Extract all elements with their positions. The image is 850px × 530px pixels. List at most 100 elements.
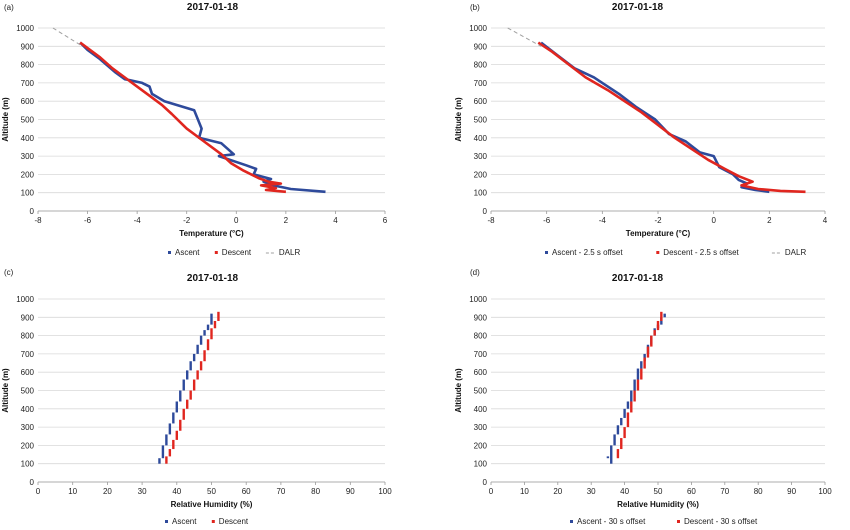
series-line-descent-2-5-s-offset	[537, 41, 806, 194]
x-tick-label: 0	[711, 216, 716, 225]
y-tick-label: 900	[474, 313, 488, 322]
x-tick-label: 60	[242, 487, 251, 496]
y-tick-label: 0	[30, 207, 35, 216]
x-tick-label: 6	[383, 216, 388, 225]
y-tick-label: 800	[474, 61, 488, 70]
chart-b-svg: 0 100 200 300 400 500 600 700 800 900 1000 -8 -6 -4 -2…	[454, 24, 828, 257]
y-tick-label: 400	[21, 405, 35, 414]
x-tick-label: 4	[333, 216, 338, 225]
y-tick-label: 500	[21, 116, 35, 125]
legend-entry: Ascent - 30 s offset	[577, 517, 646, 526]
y-tick-label: 1000	[469, 295, 487, 304]
x-tick-label: 40	[172, 487, 181, 496]
y-tick-label: 200	[474, 170, 488, 179]
panel-label: (c)	[4, 268, 14, 277]
y-tick-label: 1000	[469, 24, 487, 33]
y-tick-label: 100	[21, 189, 35, 198]
legend-marker	[168, 251, 171, 254]
legend-marker	[211, 520, 215, 523]
x-tick-label: 90	[346, 487, 355, 496]
y-tick-label: 400	[474, 134, 488, 143]
y-axis-label: Altitude (m)	[1, 97, 10, 142]
x-tick-label: 70	[276, 487, 285, 496]
x-tick-label: -2	[654, 216, 662, 225]
x-tick-label: 0	[489, 487, 494, 496]
y-tick-label: 700	[474, 350, 488, 359]
chart-title: 2017-01-18	[186, 273, 239, 284]
y-tick-label: 100	[474, 189, 488, 198]
chart-title: 2017-01-18	[611, 273, 664, 284]
y-axis-label: Altitude (m)	[454, 97, 463, 142]
chart-panel-a: (a) 2017-01-18 0 100 200 300 400 500 600 700 800…	[0, 0, 425, 265]
x-tick-label: 0	[36, 487, 41, 496]
y-tick-label: 700	[21, 79, 35, 88]
chart-c-svg: 0 100 200 300 400 500 600 700 800 900 1000 0 10 20 30 4…	[1, 295, 392, 526]
chart-panel-b: (b) 2017-01-18 0 100 200 300 400 500 600 700 800…	[425, 0, 850, 265]
x-tick-label: -8	[487, 216, 495, 225]
y-tick-label: 500	[474, 387, 488, 396]
x-tick-label: -4	[599, 216, 607, 225]
chart-a-svg: 0 100 200 300 400 500 600 700 800 900 1000 -8 -6 -4 -2…	[1, 24, 388, 257]
x-tick-label: 80	[311, 487, 320, 496]
y-tick-label: 500	[474, 116, 488, 125]
x-tick-label: 2	[767, 216, 772, 225]
series-line-ascent	[79, 41, 326, 194]
y-axis-label: Altitude (m)	[454, 368, 463, 413]
x-tick-label: 30	[138, 487, 147, 496]
x-tick-label: 60	[687, 487, 696, 496]
y-tick-label: 200	[21, 441, 35, 450]
panel-label: (b)	[470, 3, 480, 12]
x-tick-label: 80	[754, 487, 763, 496]
series-line-descent	[79, 41, 287, 194]
chart-d-svg: 0 100 200 300 400 500 600 700 800 900 1000 0 10 20 30 4…	[454, 295, 832, 526]
y-tick-label: 300	[474, 423, 488, 432]
x-tick-label: -4	[134, 216, 142, 225]
x-axis-label: Temperature (°C)	[179, 229, 244, 238]
x-tick-label: 2	[284, 216, 289, 225]
chart-title: 2017-01-18	[611, 2, 664, 13]
y-tick-label: 500	[21, 387, 35, 396]
y-tick-label: 800	[21, 332, 35, 341]
y-tick-label: 600	[474, 368, 488, 377]
legend-entry: DALR	[279, 248, 301, 257]
chart-panel-d: (d) 2017-01-18 0 100 200 300 400 500 600 700 800…	[425, 265, 850, 530]
y-tick-label: 400	[474, 405, 488, 414]
y-tick-label: 900	[474, 42, 488, 51]
y-tick-label: 600	[21, 368, 35, 377]
x-tick-label: -6	[84, 216, 92, 225]
y-tick-label: 0	[30, 478, 35, 487]
x-tick-label: 0	[234, 216, 239, 225]
y-tick-label: 600	[21, 97, 35, 106]
x-tick-label: 4	[823, 216, 828, 225]
x-tick-label: -2	[183, 216, 191, 225]
x-tick-label: 100	[378, 487, 392, 496]
panel-label: (a)	[4, 3, 14, 12]
legend-entry: Ascent - 2.5 s offset	[552, 248, 623, 257]
x-tick-label: 20	[553, 487, 562, 496]
legend-marker	[545, 251, 548, 254]
x-tick-label: 10	[68, 487, 77, 496]
y-tick-label: 600	[474, 97, 488, 106]
y-tick-label: 0	[483, 478, 488, 487]
x-tick-label: -6	[543, 216, 551, 225]
legend-entry: Descent - 30 s offset	[684, 517, 758, 526]
legend-marker	[214, 251, 218, 254]
legend-entry: Descent	[219, 517, 249, 526]
legend-entry: Ascent	[172, 517, 197, 526]
y-tick-label: 800	[21, 61, 35, 70]
y-tick-label: 200	[21, 170, 35, 179]
y-tick-label: 700	[21, 350, 35, 359]
chart-title: 2017-01-18	[186, 2, 239, 13]
y-tick-label: 0	[483, 207, 488, 216]
y-tick-label: 300	[21, 423, 35, 432]
chart-panel-c: (c) 2017-01-18 0 100 200 300 400 500 600 700 800…	[0, 265, 425, 530]
y-tick-label: 100	[21, 460, 35, 469]
legend-entry: DALR	[785, 248, 807, 257]
x-tick-label: 50	[207, 487, 216, 496]
x-axis-label: Relative Humidity (%)	[171, 500, 253, 509]
y-tick-label: 900	[21, 42, 35, 51]
y-tick-label: 400	[21, 134, 35, 143]
series-line-dalr	[507, 27, 542, 47]
y-tick-label: 100	[474, 460, 488, 469]
x-tick-label: -8	[34, 216, 42, 225]
